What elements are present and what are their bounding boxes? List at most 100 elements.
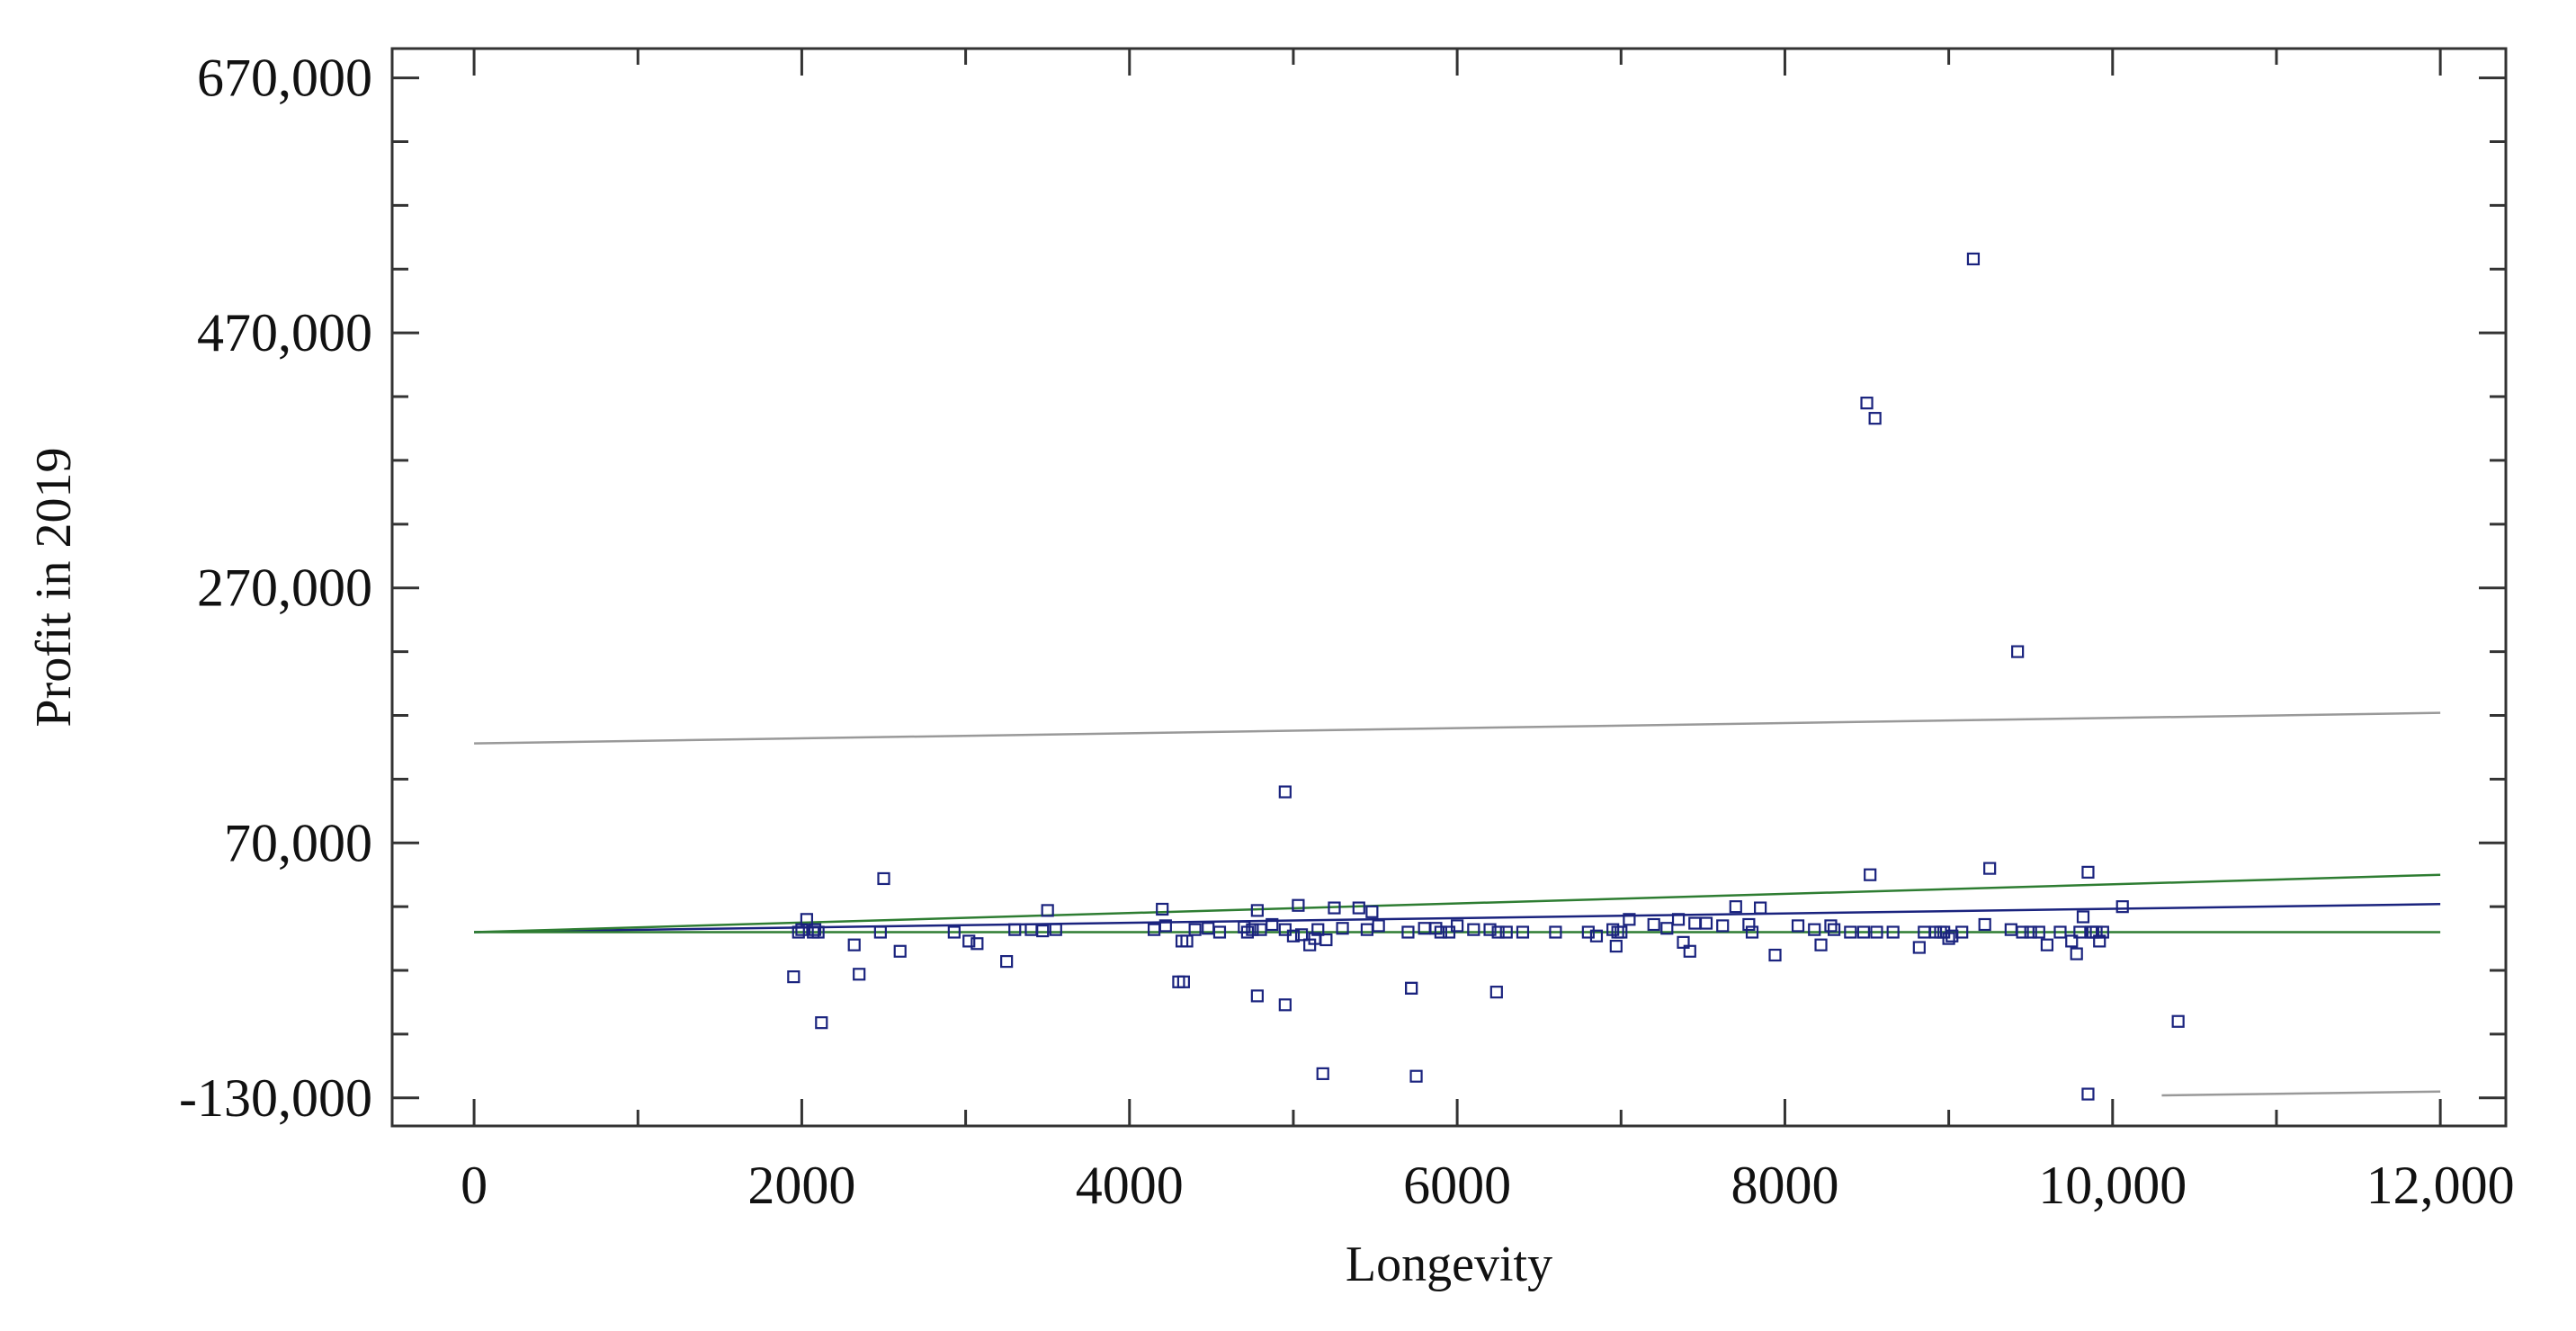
scatter-point [1589, 929, 1604, 942]
scatter-point [1036, 924, 1050, 938]
scatter-point [2171, 1014, 2185, 1028]
scatter-point [2076, 910, 2090, 924]
scatter-point [2115, 900, 2129, 914]
scatter-point [1745, 925, 1759, 939]
x-tick-label: 12,000 [2366, 1156, 2515, 1215]
y-tick-label: -130,000 [179, 1068, 372, 1128]
scatter-point [1978, 917, 1991, 932]
scatter-point [1868, 412, 1882, 425]
scatter-point [2089, 925, 2103, 939]
scatter-point [1292, 898, 1305, 912]
scatter-point [1699, 916, 1713, 930]
scatter-point [853, 968, 866, 981]
scatter-point [1000, 955, 1014, 969]
scatter-point [1156, 902, 1169, 916]
scatter-point [1549, 925, 1562, 939]
scatter-point [1316, 1067, 1329, 1080]
scatter-point [1212, 925, 1227, 939]
scatter-point [1814, 938, 1828, 951]
scatter-point [1860, 397, 1874, 410]
scatter-point [1405, 981, 1418, 995]
scatter-point [1647, 917, 1660, 932]
y-tick-label: 470,000 [197, 303, 372, 362]
scatter-point [1365, 905, 1379, 918]
x-tick-label: 4000 [1076, 1156, 1184, 1215]
scatter-point [2004, 923, 2017, 936]
scatter-point [1844, 925, 1857, 939]
scatter-point [1609, 939, 1623, 953]
scatter-point [2081, 865, 2095, 879]
scatter-point [1729, 900, 1742, 914]
scatter-point [1250, 904, 1264, 917]
scatter-point [1278, 785, 1292, 799]
y-axis-title: Profit in 2019 [26, 447, 82, 727]
y-tick-label: 670,000 [197, 49, 372, 108]
scatter-point [1742, 917, 1756, 932]
prediction-upper-line [474, 711, 2441, 745]
prediction-lower-line [2161, 1090, 2441, 1097]
scatter-point [1176, 975, 1190, 988]
scatter-point [1864, 868, 1877, 881]
scatter-point [1360, 923, 1374, 936]
scatter-point [1768, 948, 1782, 962]
x-tick-label: 0 [461, 1156, 487, 1215]
scatter-point [808, 923, 822, 936]
scatter-point [811, 925, 825, 939]
scatter-point [1266, 917, 1279, 932]
scatter-point [1716, 919, 1730, 933]
scatter-point [2081, 1087, 2095, 1101]
scatter-point [1870, 925, 1883, 939]
scatter-point [947, 925, 961, 939]
scatter-point [1401, 925, 1415, 939]
scatter-point [1180, 934, 1194, 948]
scatter-point [1614, 925, 1628, 939]
scatter-point [1828, 923, 1841, 936]
y-tick-label: 70,000 [224, 813, 372, 872]
scatter-point [1008, 923, 1022, 936]
scatter-point [2070, 947, 2083, 960]
scatter-point [2011, 645, 2025, 658]
scatter-point [1623, 913, 1636, 926]
scatter-point [1688, 916, 1702, 930]
scatter-point [2016, 925, 2029, 939]
fit-line [474, 903, 2441, 933]
scatter-point [1581, 925, 1595, 939]
scatter-point [893, 944, 907, 958]
scatter-point [1278, 998, 1292, 1012]
scatter-point [1912, 941, 1926, 954]
x-tick-label: 10,000 [2038, 1156, 2187, 1215]
scatter-point [815, 1016, 828, 1030]
scatter-point [1319, 933, 1333, 947]
scatter-point [1409, 1069, 1423, 1083]
scatter-point [1983, 862, 1997, 875]
scatter-point [2096, 925, 2109, 939]
scatter-point [1660, 922, 1674, 935]
scatter-point [1049, 923, 1062, 936]
scatter-point [1246, 923, 1259, 936]
scatter-point [1791, 919, 1805, 933]
x-tick-label: 8000 [1731, 1156, 1838, 1215]
scatter-point [1489, 986, 1503, 999]
scatter-point [1328, 901, 1341, 915]
scatter-point [1158, 919, 1172, 933]
x-axis: 0 2000 4000 6000 8000 10,000 12,000 [461, 49, 2515, 1215]
y-axis: -130,000 70,000 270,000 470,000 670,000 [179, 49, 2506, 1128]
scatter-point [1041, 904, 1054, 917]
scatter-point [1491, 925, 1505, 939]
scatter-point [1451, 919, 1464, 933]
confidence-upper-line [474, 873, 2441, 933]
scatter-point [877, 871, 890, 886]
scatter-point [1499, 925, 1513, 939]
scatter-point [1683, 944, 1696, 958]
scatter-point [1250, 989, 1264, 1003]
data-points [787, 252, 2185, 1101]
scatter-point [2024, 925, 2037, 939]
scatter-point [1311, 923, 1325, 936]
scatter-point [962, 934, 976, 948]
scatter-point [1677, 935, 1690, 949]
scatter-point [1352, 901, 1365, 915]
x-tick-label: 6000 [1403, 1156, 1511, 1215]
x-axis-title: Longevity [1346, 1237, 1552, 1292]
band-lines [474, 711, 2441, 1097]
